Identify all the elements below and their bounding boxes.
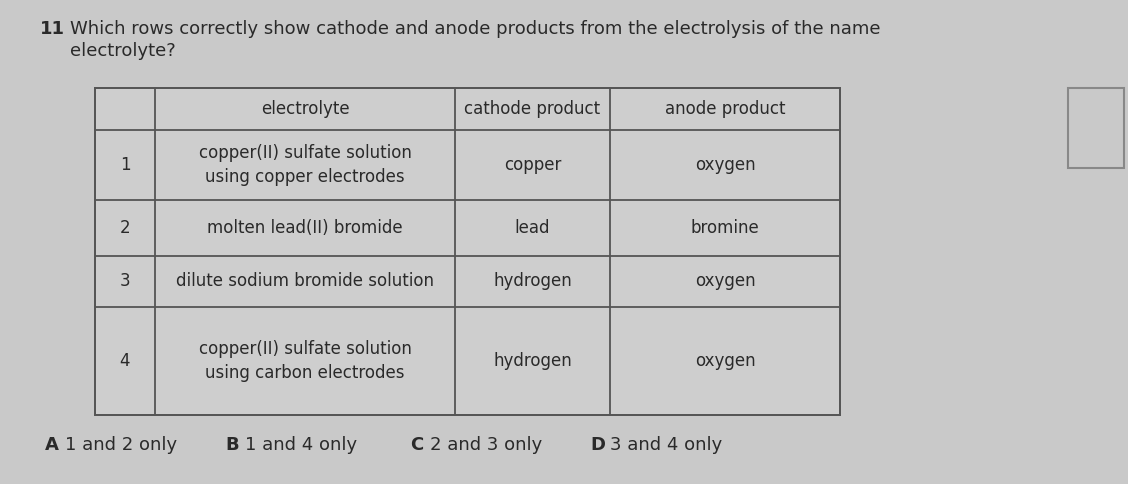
Text: 1: 1 <box>120 156 131 174</box>
Text: electrolyte?: electrolyte? <box>70 42 176 60</box>
Text: B: B <box>224 436 239 454</box>
Text: copper(II) sulfate solution
using copper electrodes: copper(II) sulfate solution using copper… <box>199 143 412 186</box>
Text: hydrogen: hydrogen <box>493 272 572 290</box>
Text: copper(II) sulfate solution
using carbon electrodes: copper(II) sulfate solution using carbon… <box>199 339 412 382</box>
Text: 3: 3 <box>120 272 131 290</box>
Text: C: C <box>409 436 423 454</box>
Text: copper: copper <box>504 156 562 174</box>
Text: Which rows correctly show cathode and anode products from the electrolysis of th: Which rows correctly show cathode and an… <box>70 20 881 38</box>
Text: oxygen: oxygen <box>695 352 756 370</box>
Text: 11: 11 <box>39 20 65 38</box>
Bar <box>1068 88 1123 168</box>
Text: 1 and 2 only: 1 and 2 only <box>65 436 177 454</box>
Text: 2 and 3 only: 2 and 3 only <box>430 436 543 454</box>
Text: 3 and 4 only: 3 and 4 only <box>610 436 722 454</box>
Text: 2: 2 <box>120 219 131 237</box>
Text: electrolyte: electrolyte <box>261 100 350 118</box>
Text: molten lead(II) bromide: molten lead(II) bromide <box>208 219 403 237</box>
Text: oxygen: oxygen <box>695 156 756 174</box>
Text: dilute sodium bromide solution: dilute sodium bromide solution <box>176 272 434 290</box>
Text: 1 and 4 only: 1 and 4 only <box>245 436 358 454</box>
Text: oxygen: oxygen <box>695 272 756 290</box>
Bar <box>95 88 840 415</box>
Text: D: D <box>590 436 605 454</box>
Text: 4: 4 <box>120 352 130 370</box>
Text: lead: lead <box>514 219 550 237</box>
Text: anode product: anode product <box>664 100 785 118</box>
Text: A: A <box>45 436 59 454</box>
Text: hydrogen: hydrogen <box>493 352 572 370</box>
Text: cathode product: cathode product <box>465 100 600 118</box>
Text: bromine: bromine <box>690 219 759 237</box>
